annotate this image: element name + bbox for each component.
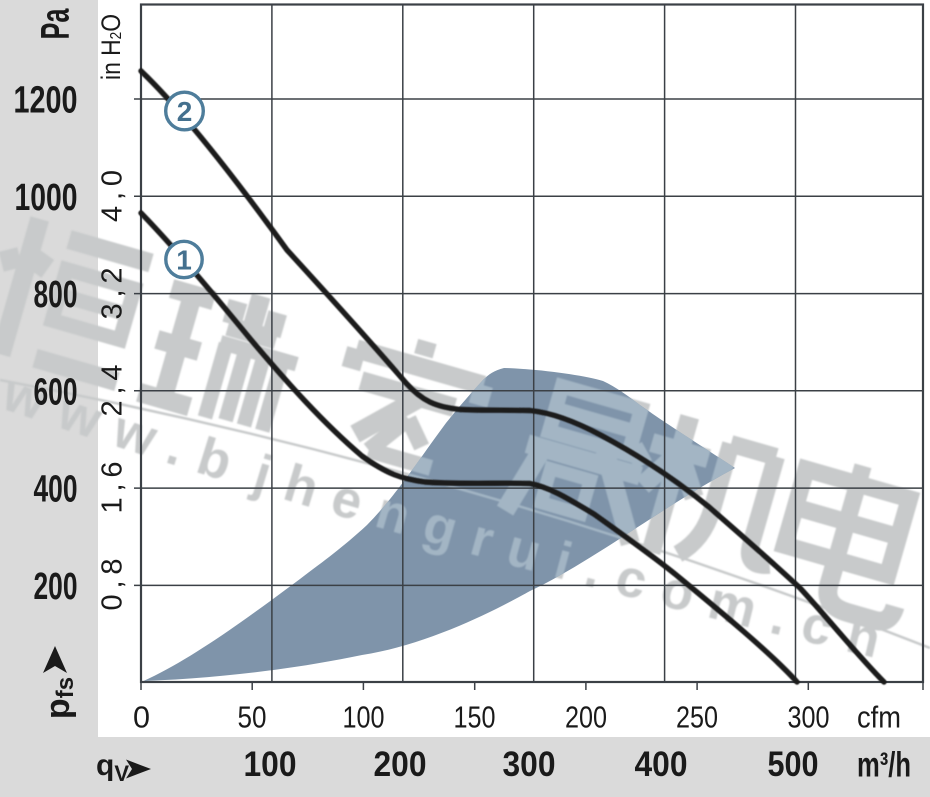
svg-text:50: 50 (238, 700, 267, 735)
svg-text:800: 800 (34, 274, 78, 316)
svg-text:200: 200 (565, 700, 607, 735)
svg-text:m³/h: m³/h (857, 746, 911, 785)
svg-text:1: 1 (176, 245, 192, 276)
svg-text:4,0: 4,0 (97, 170, 129, 222)
svg-text:1,6: 1,6 (97, 462, 129, 514)
svg-text:250: 250 (676, 700, 718, 735)
svg-text:Pa: Pa (34, 8, 78, 39)
svg-text:cfm: cfm (857, 700, 901, 735)
svg-text:100: 100 (244, 745, 297, 784)
svg-text:150: 150 (454, 700, 496, 735)
svg-text:300: 300 (503, 745, 556, 784)
svg-text:3,2: 3,2 (97, 268, 129, 320)
svg-text:300: 300 (788, 700, 830, 735)
svg-text:400: 400 (34, 469, 78, 511)
svg-text:1000: 1000 (15, 177, 78, 219)
svg-text:600: 600 (34, 371, 78, 413)
svg-text:0: 0 (133, 700, 150, 735)
svg-text:2: 2 (177, 96, 193, 127)
svg-text:400: 400 (635, 745, 688, 784)
svg-text:1200: 1200 (14, 80, 78, 122)
svg-text:2,4: 2,4 (97, 365, 129, 417)
svg-text:200: 200 (374, 745, 427, 784)
svg-text:0,8: 0,8 (97, 559, 129, 611)
svg-text:500: 500 (768, 745, 819, 784)
svg-text:in H2O: in H2O (96, 14, 126, 80)
svg-text:200: 200 (34, 566, 78, 608)
svg-text:100: 100 (343, 700, 385, 735)
